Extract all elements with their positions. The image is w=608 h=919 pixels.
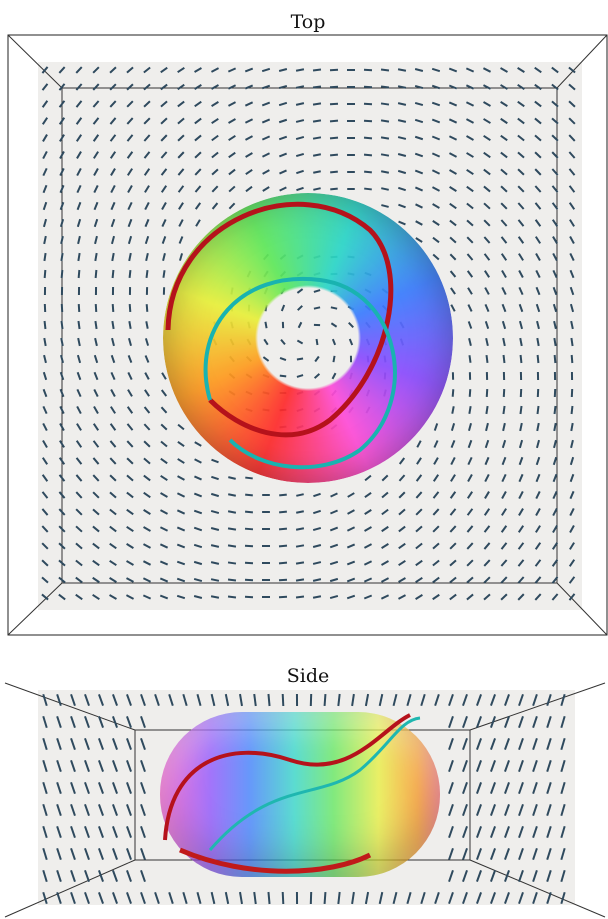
red-curve-side [180,850,370,871]
red-curve [168,204,391,435]
curves-overlay [0,0,608,919]
red-curve-side [165,715,410,840]
page: Top Side (() => { const data = JSON.pars… [0,0,608,919]
cyan-curve-side [210,718,420,850]
